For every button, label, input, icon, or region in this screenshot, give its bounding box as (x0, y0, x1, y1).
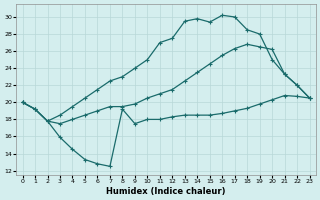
X-axis label: Humidex (Indice chaleur): Humidex (Indice chaleur) (106, 187, 226, 196)
